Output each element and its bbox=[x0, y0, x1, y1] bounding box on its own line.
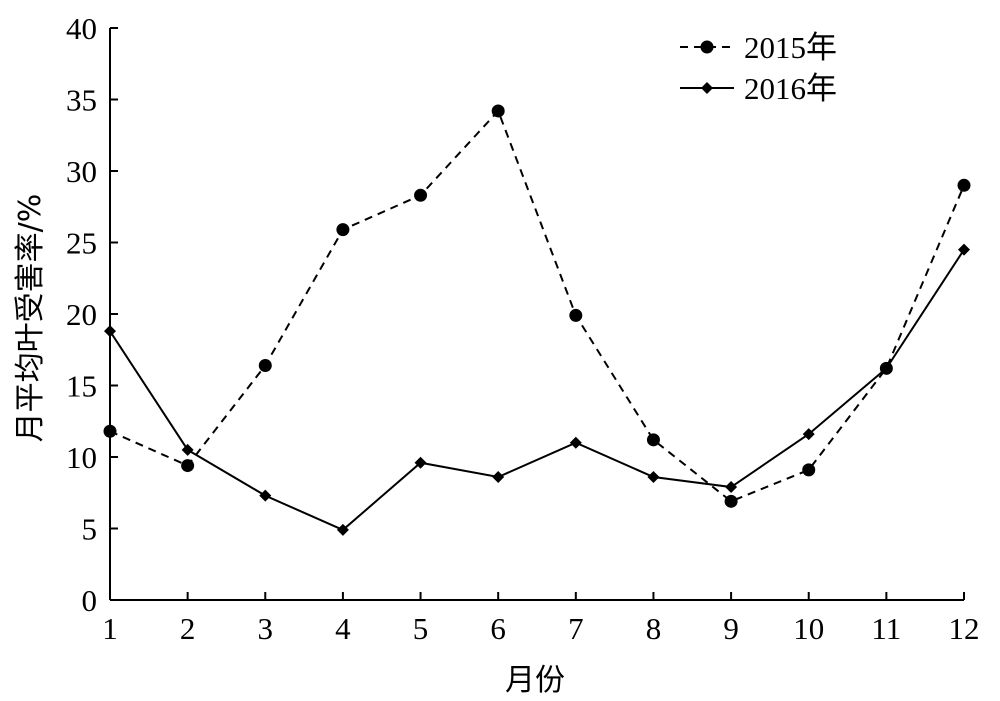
data-point bbox=[802, 463, 816, 477]
data-point bbox=[802, 428, 815, 441]
series-0 bbox=[103, 104, 971, 508]
data-point bbox=[569, 308, 583, 322]
y-tick-label: 25 bbox=[66, 226, 97, 261]
y-tick-label: 10 bbox=[66, 440, 97, 475]
data-point bbox=[258, 358, 272, 372]
data-point bbox=[492, 471, 505, 484]
x-tick-label: 10 bbox=[793, 611, 824, 646]
axes bbox=[109, 28, 964, 601]
x-tick-label: 1 bbox=[102, 611, 118, 646]
data-point bbox=[957, 178, 971, 192]
data-point bbox=[103, 424, 117, 438]
legend: 2015年 2016年 bbox=[680, 30, 837, 106]
data-point bbox=[647, 471, 660, 484]
x-tick-label: 7 bbox=[568, 611, 584, 646]
legend-item: 2015年 bbox=[680, 30, 837, 65]
series-line bbox=[109, 109, 965, 503]
series-1 bbox=[104, 243, 970, 536]
data-point bbox=[181, 443, 194, 456]
x-tick-label: 11 bbox=[871, 611, 901, 646]
data-point bbox=[414, 456, 427, 469]
data-point bbox=[414, 188, 428, 202]
data-point bbox=[336, 223, 350, 237]
legend-marker bbox=[700, 40, 714, 54]
y-tick-label: 15 bbox=[66, 369, 97, 404]
y-tick-label: 5 bbox=[82, 512, 98, 547]
x-tick-label: 12 bbox=[949, 611, 980, 646]
y-axis-ticks: 0 5 10 15 20 25 30 35 40 bbox=[66, 11, 118, 618]
data-point bbox=[181, 459, 195, 473]
x-tick-label: 6 bbox=[490, 611, 506, 646]
data-point bbox=[336, 523, 349, 536]
legend-label: 2015年 bbox=[744, 30, 837, 65]
x-tick-label: 4 bbox=[335, 611, 351, 646]
legend-marker bbox=[701, 82, 713, 94]
data-point bbox=[646, 433, 660, 447]
x-tick-label: 3 bbox=[258, 611, 274, 646]
y-tick-label: 35 bbox=[66, 83, 97, 118]
series-line bbox=[109, 249, 965, 532]
x-tick-label: 8 bbox=[646, 611, 662, 646]
y-tick-label: 0 bbox=[82, 583, 98, 618]
x-tick-label: 5 bbox=[413, 611, 429, 646]
data-point bbox=[880, 362, 893, 375]
data-point bbox=[104, 325, 116, 338]
y-tick-label: 30 bbox=[66, 154, 97, 189]
x-axis-ticks: 1 2 3 4 5 6 7 8 9 10 11 12 bbox=[102, 592, 980, 646]
data-point bbox=[569, 436, 582, 449]
legend-item: 2016年 bbox=[680, 71, 837, 106]
data-point bbox=[725, 481, 738, 494]
x-axis-label: 月份 bbox=[505, 663, 565, 698]
x-tick-label: 2 bbox=[180, 611, 196, 646]
y-tick-label: 40 bbox=[66, 11, 97, 46]
data-point bbox=[958, 243, 970, 256]
data-point bbox=[259, 489, 272, 502]
data-point bbox=[724, 494, 738, 508]
data-point bbox=[491, 104, 505, 118]
y-tick-label: 20 bbox=[66, 297, 97, 332]
legend-label: 2016年 bbox=[744, 71, 837, 106]
series-layer bbox=[103, 104, 971, 536]
y-axis-label: 月平均叶受害率/% bbox=[13, 194, 48, 443]
x-tick-label: 9 bbox=[723, 611, 739, 646]
